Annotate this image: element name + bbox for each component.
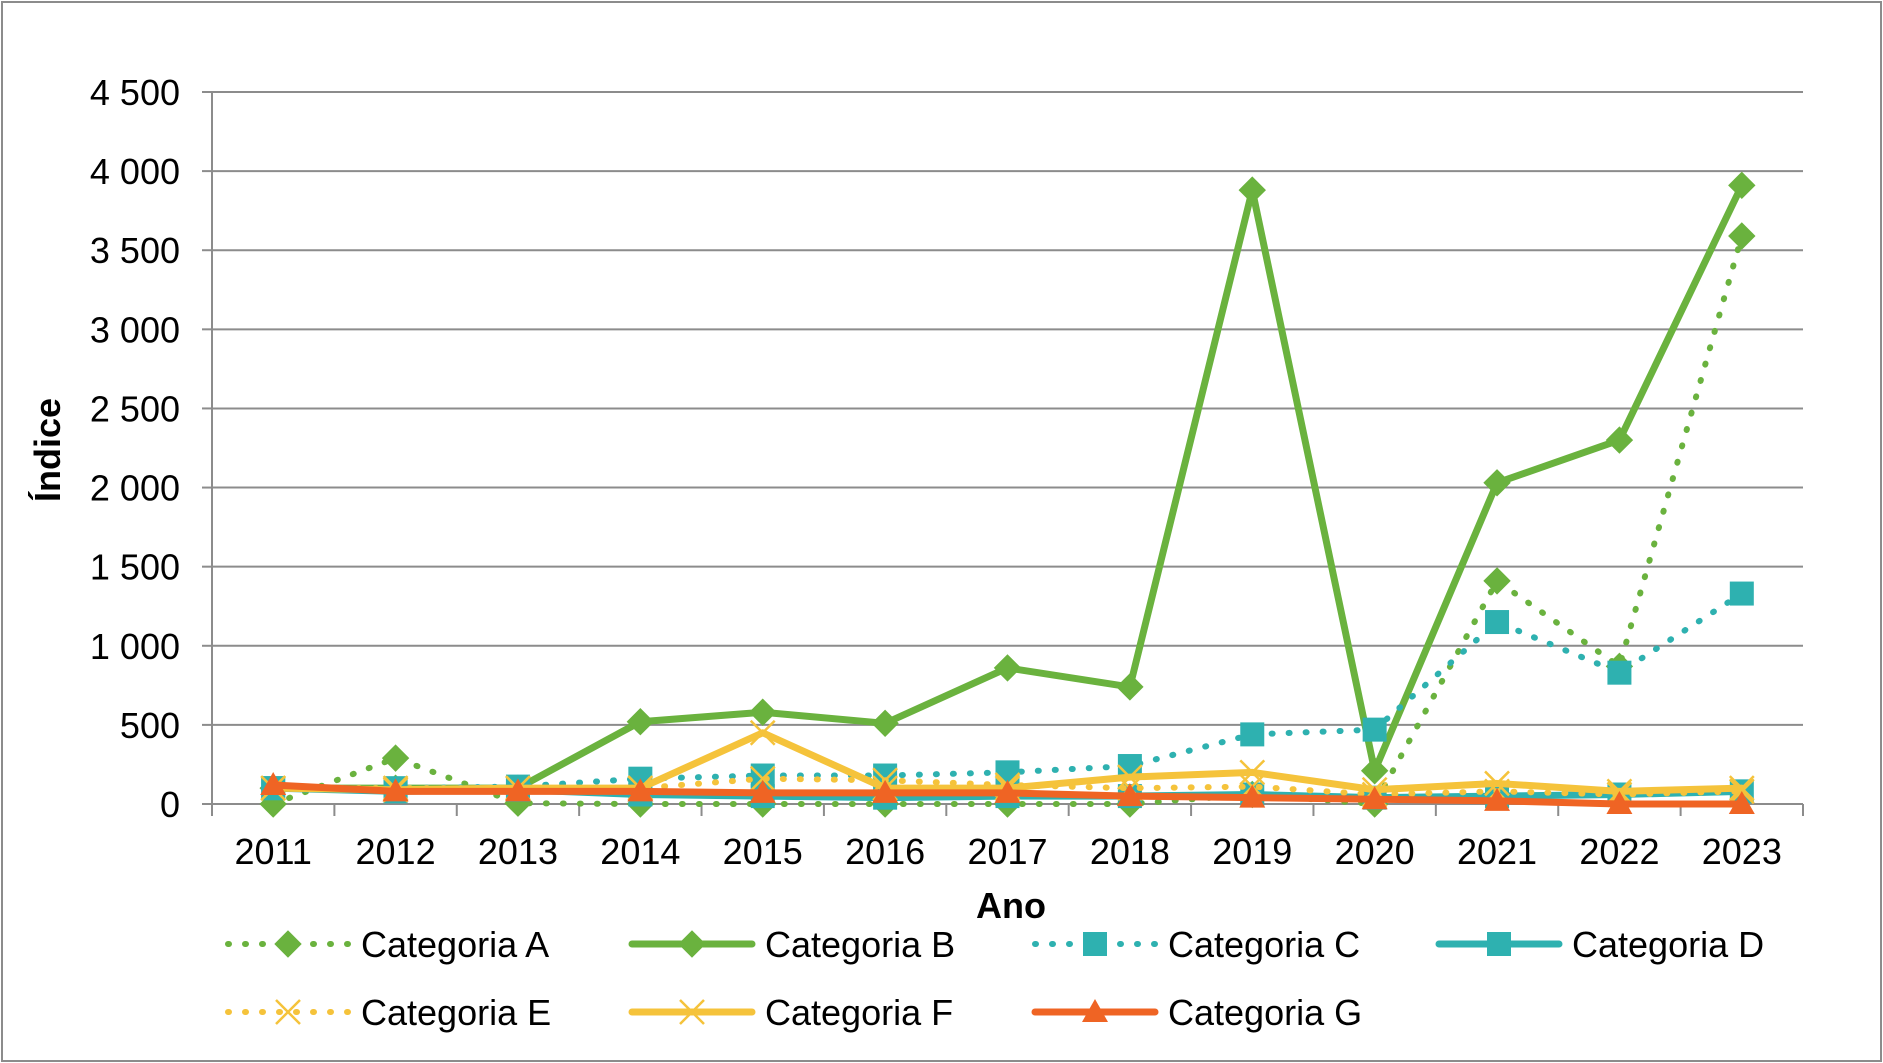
y-tick-label: 2 000	[90, 468, 180, 509]
legend-marker	[678, 930, 706, 958]
x-tick-label: 2011	[234, 831, 311, 872]
x-tick-label: 2015	[723, 831, 803, 872]
data-point	[1483, 567, 1511, 595]
legend-label: Categoria F	[765, 992, 953, 1033]
y-tick-label: 3 500	[90, 230, 180, 271]
data-point	[1483, 469, 1511, 497]
data-point	[1116, 673, 1144, 701]
legend-item: Categoria A	[225, 924, 549, 965]
x-tick-label: 2014	[600, 831, 680, 872]
x-tick-label: 2022	[1579, 831, 1659, 872]
legend-label: Categoria G	[1168, 992, 1362, 1033]
legend: Categoria A Categoria B Categoria C Categor…	[225, 924, 1764, 1033]
data-point	[1239, 759, 1266, 786]
data-point	[504, 778, 531, 802]
legend-marker	[1083, 932, 1107, 956]
data-point	[1484, 787, 1511, 811]
legend-label: Categoria D	[1572, 924, 1764, 965]
legend-label: Categoria B	[765, 924, 955, 965]
x-axis-title: Ano	[976, 885, 1046, 926]
series-categoria-c	[261, 581, 1754, 801]
data-point	[749, 719, 776, 746]
series-categoria-g	[260, 772, 1755, 814]
legend-marker	[679, 999, 705, 1025]
data-point	[1239, 784, 1266, 808]
x-tick-label: 2018	[1090, 831, 1170, 872]
y-axis-title: Índice	[27, 398, 68, 502]
x-tick-label: 2016	[845, 831, 925, 872]
x-tick-label: 2012	[356, 831, 436, 872]
data-point	[1238, 176, 1266, 204]
data-point	[382, 778, 409, 802]
y-tick-label: 1 000	[90, 626, 180, 667]
data-point	[1728, 775, 1755, 802]
data-point	[749, 779, 776, 803]
data-point	[1607, 660, 1632, 685]
series-layer	[259, 171, 1756, 818]
data-point	[260, 772, 287, 796]
data-point	[871, 709, 899, 738]
y-tick-label: 4 500	[90, 72, 180, 113]
data-point	[1362, 717, 1387, 742]
y-tick-label: 2 500	[90, 388, 180, 429]
legend-marker	[275, 999, 301, 1025]
legend-item: Categoria B	[628, 924, 955, 965]
data-point	[1606, 791, 1633, 814]
data-point	[872, 779, 899, 803]
data-point	[1116, 783, 1143, 807]
x-tick-label: 2013	[478, 831, 558, 872]
data-point	[1728, 791, 1755, 814]
data-point	[1728, 222, 1756, 250]
tick-labels: 0 500 1 000 1 500 2 000 2 500 3 000 3 500 4 000 4…	[90, 72, 1782, 872]
data-point	[1361, 786, 1388, 810]
legend-item: Categoria G	[1031, 992, 1362, 1033]
data-point	[1485, 610, 1510, 635]
data-point	[1484, 770, 1510, 797]
data-point	[1116, 764, 1143, 790]
x-tick-label: 2017	[967, 831, 1047, 872]
legend-item: Categoria D	[1435, 924, 1764, 965]
legend-label: Categoria A	[361, 924, 549, 965]
legend-label: Categoria C	[1168, 924, 1360, 965]
data-point	[749, 765, 776, 792]
x-tick-label: 2019	[1212, 831, 1292, 872]
gridlines	[212, 91, 1803, 726]
x-tick-label: 2023	[1702, 831, 1782, 872]
data-point	[626, 708, 655, 736]
y-tick-label: 0	[160, 784, 180, 825]
data-point	[993, 654, 1022, 682]
legend-marker	[1487, 932, 1511, 956]
data-point	[1728, 171, 1756, 200]
legend-marker	[1082, 999, 1108, 1022]
data-point	[994, 779, 1021, 803]
x-tick-label: 2021	[1457, 831, 1537, 872]
legend-label: Categoria E	[361, 992, 551, 1033]
y-tick-label: 3 000	[90, 309, 180, 350]
x-tick-label: 2020	[1335, 831, 1415, 872]
y-tick-label: 4 000	[90, 151, 180, 192]
data-point	[627, 778, 654, 802]
y-tick-label: 500	[120, 705, 180, 746]
data-point	[1240, 722, 1265, 747]
legend-marker	[274, 930, 302, 958]
data-point	[381, 744, 410, 772]
data-point	[1360, 757, 1389, 785]
y-tick-label: 1 500	[90, 547, 180, 588]
data-point	[749, 698, 777, 726]
legend-item: Categoria C	[1032, 924, 1360, 965]
legend-item: Categoria F	[628, 992, 953, 1033]
data-point	[1605, 426, 1634, 454]
data-point	[1729, 581, 1754, 606]
legend-item: Categoria E	[225, 992, 551, 1033]
